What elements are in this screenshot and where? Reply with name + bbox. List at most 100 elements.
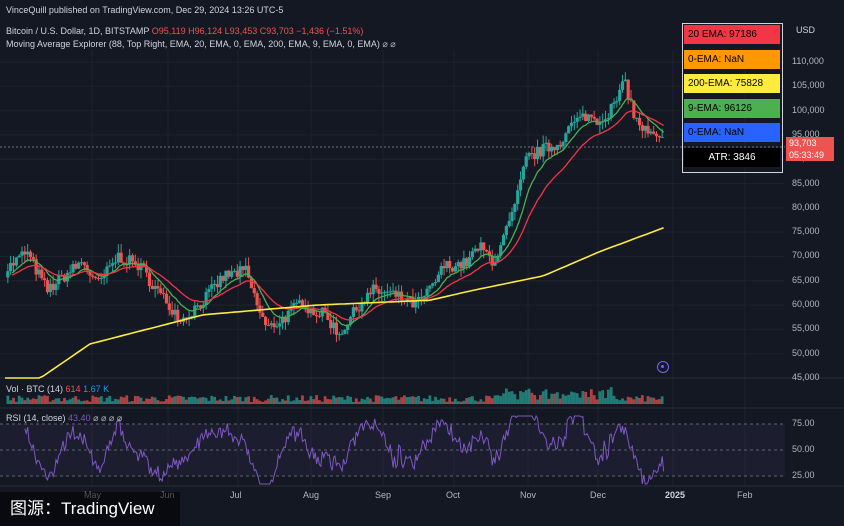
ema-200-line [5,227,664,379]
volume-bar [60,401,64,404]
volume-bar [482,401,486,404]
volume-bar [77,399,81,404]
candle-body [490,255,494,266]
rsi-pane [0,414,785,485]
legend-row: 0-EMA: NaN [684,49,780,69]
volume-bar [570,391,573,404]
candle-body [445,261,449,269]
candle-body [484,249,489,252]
candle-body [533,153,537,160]
last-price: 93,703 [789,138,817,148]
rsi-axis-label: 50.00 [792,444,815,454]
volume-bar [99,396,103,404]
candle-body [620,81,625,90]
candle-body [365,292,370,303]
legend-row: 200-EMA: 75828 [684,74,780,93]
volume-bar [102,401,106,404]
candle-body [26,251,30,255]
rsi-axis-label: 25.00 [792,470,815,480]
volume-bar [366,396,369,404]
price-axis-label: 105,000 [792,80,825,91]
candle-body [496,255,500,262]
candle-body [292,303,296,307]
volume-bar [657,399,661,404]
indicator-eye-icon[interactable]: ⌀ ⌀ [382,39,396,49]
change-value: −1,436 (−1.51%) [296,26,364,36]
rsi-settings-icon[interactable]: ⌀ ⌀ ⌀ ⌀ [93,413,123,423]
volume-bar [216,400,219,404]
candle-body [391,290,395,292]
volume-bar [394,396,398,404]
volume-bar [584,391,588,404]
volume-bar [476,401,480,404]
volume-bar [105,397,109,404]
volume-bar [621,398,624,404]
candle-body [399,291,404,301]
volume-bar [312,399,316,404]
volume-bar [456,401,460,404]
candle-body [374,284,378,290]
candle-body [552,146,557,151]
volume-bar [536,399,539,404]
volume-bar [46,395,49,404]
candle-body [334,322,339,335]
candle-body [385,291,390,293]
volume-bar [264,400,268,404]
volume-header[interactable]: Vol · BTC (14) 614 1.67 K [6,384,109,394]
candle-body [465,258,469,267]
volume-bar [553,393,556,404]
volume-bar [26,397,30,404]
candle-body [312,309,316,316]
candle-body [419,296,423,298]
candle-body [547,142,551,152]
candle-body [422,295,426,298]
indicator-name[interactable]: Moving Average Explorer (88, Top Right, … [6,39,380,49]
candle-body [207,288,211,293]
candle-body [575,117,579,122]
volume-bar [652,397,656,404]
candle-body [244,265,248,271]
candle-body [297,300,302,303]
crosshair-target-icon[interactable] [657,361,669,373]
candle-body [210,284,214,289]
candle-body [467,257,472,267]
candle-body [258,305,262,313]
volume-bar [230,399,234,404]
volume-bar [142,401,146,404]
candle-body [283,316,288,323]
volume-bar [550,393,554,404]
candle-body [635,117,639,119]
price-axis-label: 70,000 [792,250,820,261]
candle-body [436,274,440,283]
volume-bar [238,396,242,404]
volume-bar [48,401,52,404]
volume-bar [561,394,565,404]
indicator-header[interactable]: Moving Average Explorer (88, Top Right, … [6,39,396,50]
volume-bar [233,395,236,404]
candle-body [77,262,81,269]
volume-bar [493,395,497,404]
candle-body [360,303,364,312]
volume-bar [244,397,248,404]
currency-label[interactable]: USD [796,25,816,35]
volume-bar [604,397,607,404]
rsi-header[interactable]: RSI (14, close) 43.40 ⌀ ⌀ ⌀ ⌀ [6,413,122,424]
candle-body [586,114,591,121]
candle-body [623,79,627,82]
candle-body [255,293,259,306]
symbol-name[interactable]: Bitcoin / U.S. Dollar, 1D, BITSTAMP [6,26,150,36]
volume-bar [196,398,200,404]
volume-bar [31,398,35,404]
candle-body [329,319,333,329]
volume-bar [258,400,262,404]
candle-body [541,143,545,157]
candle-body [326,312,330,320]
volume-bar [182,396,185,404]
time-axis-label: Dec [590,490,607,500]
volume-bar [640,395,644,404]
rsi-value: 43.40 [68,413,91,423]
candle-body [88,270,92,276]
candle-body [626,79,630,99]
candle-body [382,292,387,294]
